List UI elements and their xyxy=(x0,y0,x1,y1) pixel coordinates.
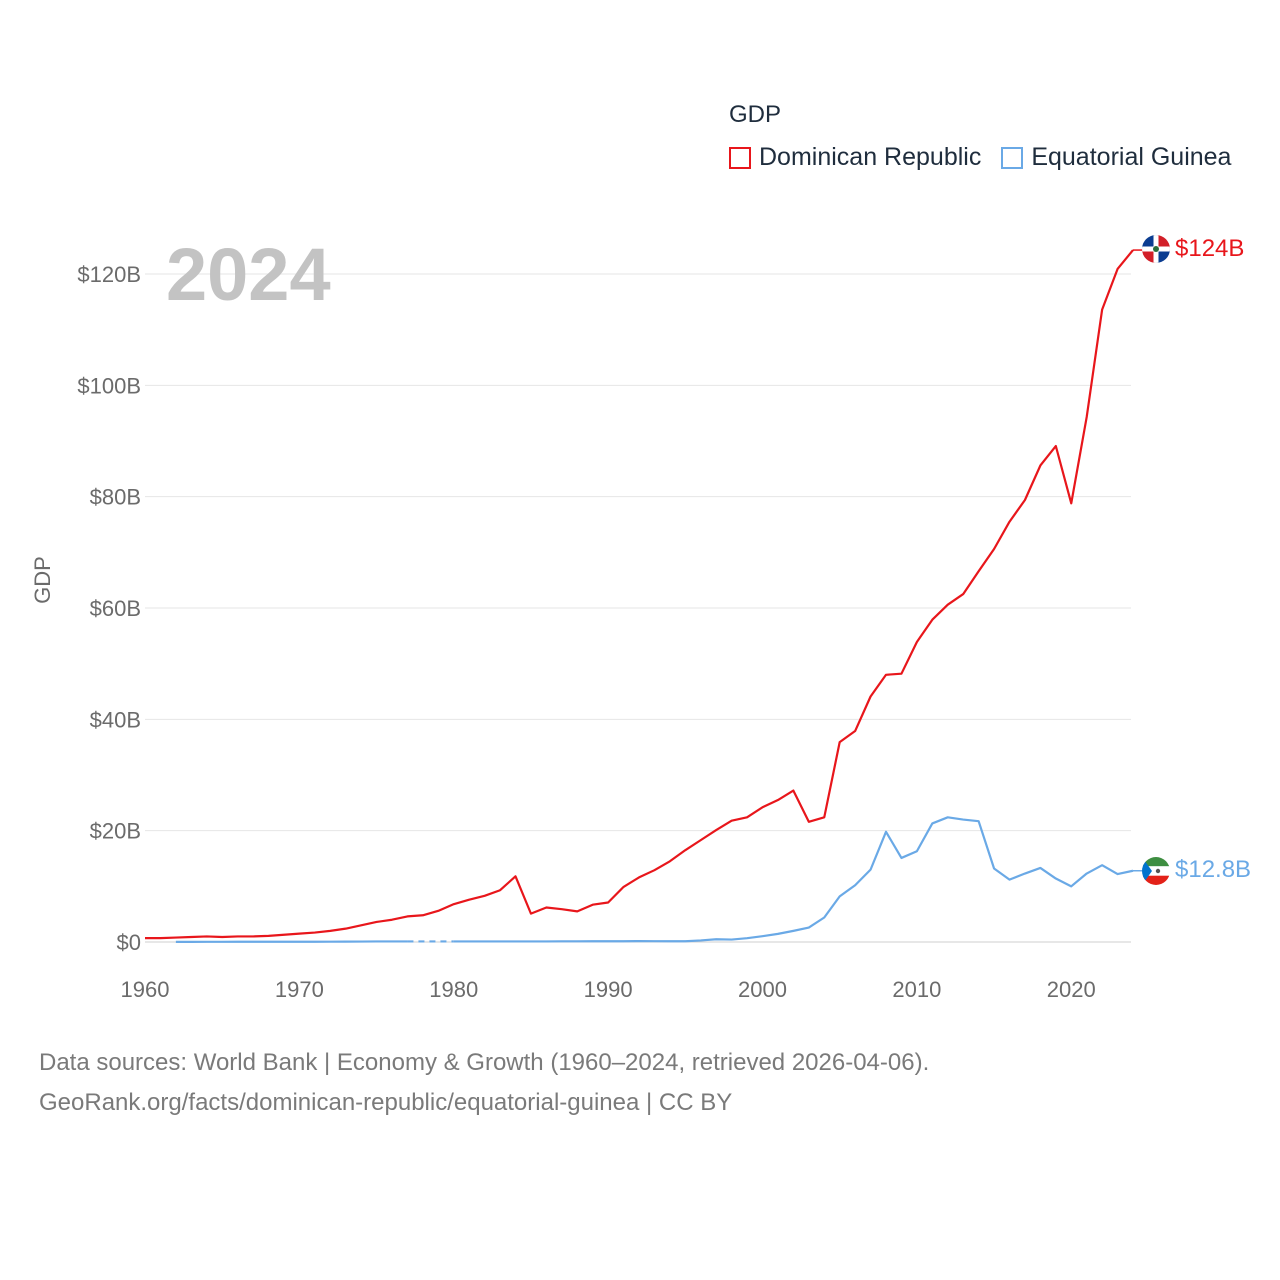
equatorial-guinea-end-label: $12.8B xyxy=(1175,856,1251,883)
x-tick-label: 2020 xyxy=(1047,977,1096,1002)
y-tick-label: $120B xyxy=(77,262,141,287)
y-tick-label: $80B xyxy=(90,485,141,510)
equatorial-guinea-flag-icon xyxy=(1142,857,1170,885)
footer-sources: Data sources: World Bank | Economy & Gro… xyxy=(39,1049,930,1076)
x-tick-label: 1970 xyxy=(275,977,324,1002)
legend-item-dominican-republic[interactable]: Dominican Republic xyxy=(729,143,981,172)
y-tick-label: $60B xyxy=(90,596,141,621)
x-tick-label: 1960 xyxy=(121,977,170,1002)
flag-markers xyxy=(1142,235,1170,885)
y-axis-label: GDP xyxy=(30,556,55,604)
dominican-republic-flag-icon xyxy=(1142,235,1170,263)
legend-swatch-dominican-republic xyxy=(729,146,751,169)
legend-item-equatorial-guinea[interactable]: Equatorial Guinea xyxy=(1001,143,1231,172)
y-tick-label: $100B xyxy=(77,373,141,398)
x-tick-label: 1990 xyxy=(584,977,633,1002)
x-axis-ticks: 1960 1970 1980 1990 2000 2010 2020 xyxy=(121,977,1096,1002)
legend: Dominican Republic Equatorial Guinea xyxy=(729,143,1251,172)
x-tick-label: 2010 xyxy=(892,977,941,1002)
y-tick-label: $20B xyxy=(90,819,141,844)
legend-label-dominican-republic: Dominican Republic xyxy=(759,143,982,171)
year-label: 2024 xyxy=(166,233,331,316)
x-tick-label: 2000 xyxy=(738,977,787,1002)
y-tick-label: $40B xyxy=(90,707,141,732)
series-line-equatorial-guinea xyxy=(453,816,1134,943)
footer-link[interactable]: GeoRank.org/facts/dominican-republic/equ… xyxy=(39,1089,733,1116)
dominican-republic-end-label: $124B xyxy=(1175,235,1244,262)
series-line-dominican-republic xyxy=(145,249,1134,940)
x-tick-label: 1980 xyxy=(429,977,478,1002)
footer: Data sources: World Bank | Economy & Gro… xyxy=(39,1043,929,1123)
y-axis-ticks: $0 $20B $40B $60B $80B $100B $120B xyxy=(77,262,141,955)
series-lines xyxy=(145,249,1143,943)
legend-swatch-equatorial-guinea xyxy=(1001,146,1024,169)
legend-label-equatorial-guinea: Equatorial Guinea xyxy=(1031,143,1232,171)
gridlines xyxy=(145,273,1131,943)
legend-title: GDP xyxy=(729,101,782,128)
y-tick-label: $0 xyxy=(117,930,141,955)
